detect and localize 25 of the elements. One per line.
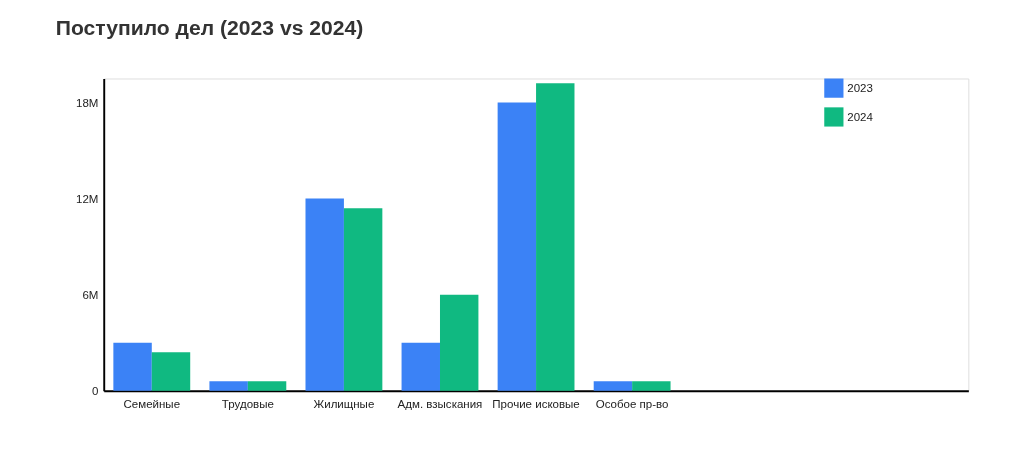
x-tick-label: Прочие исковые — [492, 397, 580, 410]
y-tick-label: 0 — [92, 385, 99, 398]
bar — [305, 198, 344, 391]
y-tick-label: 18M — [76, 96, 99, 109]
y-tick-label: 12M — [76, 192, 99, 205]
bar — [343, 208, 383, 391]
bar — [151, 352, 191, 391]
bar — [439, 294, 479, 391]
bar — [536, 83, 575, 391]
x-tick-label: Трудовые — [221, 397, 274, 410]
bar — [593, 381, 633, 391]
y-tick-label: 6M — [82, 289, 99, 301]
x-tick-label: Семейные — [123, 397, 181, 410]
x-tick-label: Жилищные — [313, 397, 375, 410]
legend-label: 2023 — [847, 81, 873, 94]
bar — [632, 381, 671, 391]
bar — [209, 381, 248, 391]
bar — [401, 342, 440, 391]
x-tick-label: Адм. взыскания — [397, 397, 483, 410]
chart-title: Поступило дел (2023 vs 2024) — [55, 16, 364, 40]
bar — [497, 102, 537, 391]
bar — [247, 381, 287, 391]
bar — [113, 342, 152, 391]
x-tick-label: Особое пр-во — [595, 397, 669, 410]
legend-label: 2024 — [847, 110, 874, 123]
